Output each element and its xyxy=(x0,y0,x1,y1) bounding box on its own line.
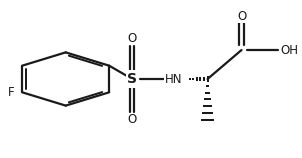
Text: O: O xyxy=(237,10,246,23)
Text: F: F xyxy=(8,86,14,99)
Text: O: O xyxy=(127,32,137,45)
Text: S: S xyxy=(127,72,137,86)
Text: HN: HN xyxy=(165,73,182,85)
Text: O: O xyxy=(127,113,137,126)
Text: OH: OH xyxy=(280,43,298,57)
